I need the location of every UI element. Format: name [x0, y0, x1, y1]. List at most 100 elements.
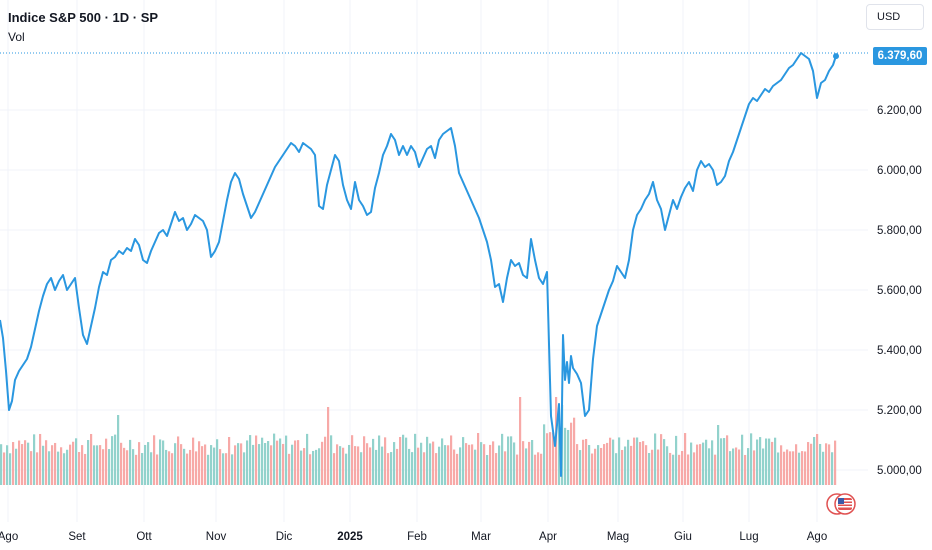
volume-bar	[786, 449, 789, 485]
volume-bar	[90, 433, 93, 485]
volume-bar	[333, 453, 336, 485]
y-tick-label: 5.000,00	[877, 465, 922, 477]
volume-bar	[78, 452, 81, 485]
volume-label: Vol	[8, 30, 25, 44]
y-axis[interactable]: 6.200,00 6.000,00 5.800,00 5.600,00 5.400,00…	[877, 105, 922, 477]
volume-bar	[531, 440, 534, 485]
volume-bar	[282, 443, 285, 485]
volume-bar	[411, 452, 414, 485]
volume-bar	[294, 440, 297, 485]
volume-bar	[168, 451, 171, 485]
volume-bar	[393, 442, 396, 485]
y-tick-label: 5.800,00	[877, 225, 922, 237]
volume-bar	[660, 434, 663, 485]
volume-bar	[99, 445, 102, 485]
volume-bar	[51, 445, 54, 485]
volume-bar	[243, 452, 246, 485]
volume-bar	[636, 437, 639, 485]
x-tick-label: Ott	[136, 531, 152, 543]
y-tick-label: 5.400,00	[877, 345, 922, 357]
volume-bar	[252, 444, 255, 485]
volume-bar	[246, 440, 249, 485]
volume-bar	[609, 437, 612, 485]
volume-bar	[195, 451, 198, 485]
volume-bar	[747, 448, 750, 485]
volume-bar	[198, 441, 201, 485]
volume-bar	[330, 435, 333, 485]
volume-bar	[228, 437, 231, 485]
x-axis[interactable]: Ago Set Ott Nov Dic 2025 Feb Mar Apr Mag Giu Lug Ago	[0, 531, 827, 543]
volume-bar	[123, 447, 126, 485]
volume-bar	[816, 434, 819, 485]
volume-bar	[516, 454, 519, 485]
volume-bar	[828, 444, 831, 485]
volume-bar	[642, 441, 645, 485]
volume-bars	[0, 397, 837, 485]
chart-title: Indice S&P 500 · 1D · SP	[8, 10, 159, 25]
volume-bar	[444, 445, 447, 485]
volume-bar	[801, 451, 804, 485]
volume-bar	[54, 442, 57, 485]
volume-bar	[276, 440, 279, 485]
x-tick-label: Giu	[674, 531, 692, 543]
volume-bar	[654, 433, 657, 485]
volume-bar	[363, 436, 366, 485]
volume-bar	[0, 444, 3, 485]
volume-bar	[543, 424, 546, 485]
volume-bar	[600, 447, 603, 485]
volume-bar	[9, 453, 12, 485]
volume-bar	[270, 445, 273, 485]
volume-bar	[657, 449, 660, 485]
y-tick-label: 5.200,00	[877, 405, 922, 417]
volume-bar	[687, 454, 690, 485]
volume-bar	[432, 441, 435, 485]
volume-bar	[777, 452, 780, 485]
volume-bar	[615, 453, 618, 485]
volume-bar	[732, 448, 735, 485]
volume-bar	[321, 441, 324, 485]
volume-bar	[234, 445, 237, 485]
volume-bar	[396, 448, 399, 485]
us-flag-icon[interactable]	[826, 493, 856, 515]
volume-bar	[795, 444, 798, 485]
volume-bar	[420, 442, 423, 485]
volume-bar	[117, 415, 120, 485]
volume-bar	[351, 435, 354, 485]
volume-bar	[21, 444, 24, 485]
volume-bar	[12, 442, 15, 485]
volume-bar	[525, 448, 528, 485]
volume-bar	[477, 433, 480, 485]
volume-bar	[435, 453, 438, 485]
volume-bar	[465, 443, 468, 485]
volume-bar	[84, 453, 87, 485]
currency-selector[interactable]: USD	[866, 4, 924, 30]
volume-bar	[468, 444, 471, 485]
volume-bar	[288, 453, 291, 485]
volume-bar	[72, 441, 75, 485]
volume-bar	[30, 451, 33, 485]
y-tick-label: 6.200,00	[877, 105, 922, 117]
volume-bar	[60, 447, 63, 485]
volume-bar	[144, 444, 147, 485]
volume-bar	[93, 445, 96, 485]
volume-bar	[135, 454, 138, 485]
volume-bar	[258, 444, 261, 485]
volume-bar	[213, 447, 216, 485]
volume-bar	[429, 443, 432, 485]
volume-bar	[108, 449, 111, 485]
volume-bar	[489, 444, 492, 485]
volume-bar	[315, 449, 318, 485]
volume-bar	[6, 445, 9, 485]
volume-bar	[231, 454, 234, 485]
volume-bar	[729, 451, 732, 485]
volume-bar	[378, 435, 381, 485]
volume-bar	[750, 433, 753, 485]
volume-bar	[105, 438, 108, 485]
volume-bar	[33, 434, 36, 485]
volume-bar	[369, 447, 372, 485]
volume-bar	[303, 448, 306, 485]
volume-bar	[783, 451, 786, 485]
volume-bar	[774, 437, 777, 485]
volume-bar	[375, 449, 378, 485]
